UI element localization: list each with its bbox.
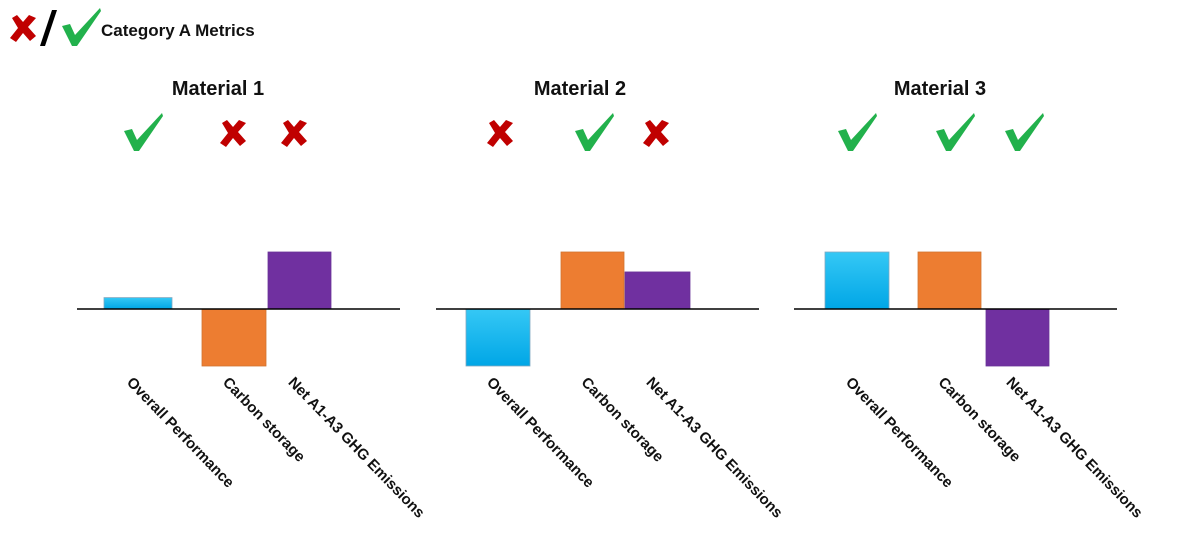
bar-overall-performance <box>824 251 890 310</box>
header-legend: Category A Metrics <box>10 8 255 46</box>
bar-overall-performance <box>103 297 173 310</box>
cross-icon <box>220 120 246 147</box>
category-label: Overall Performance <box>123 374 237 491</box>
bar-net-ghg-emissions <box>624 271 691 310</box>
category-label: Net A1-A3 GHG Emissions <box>1003 374 1146 522</box>
check-icon <box>936 113 975 151</box>
bar-carbon-storage <box>560 251 625 310</box>
slash-icon <box>40 10 57 46</box>
bar-net-ghg-emissions <box>985 308 1050 367</box>
bar-carbon-storage <box>917 251 982 310</box>
panel-title: Material 2 <box>534 78 626 100</box>
bar-carbon-storage <box>201 308 267 367</box>
legend-title: Category A Metrics <box>101 21 255 40</box>
bar-net-ghg-emissions <box>267 251 332 310</box>
bar-overall-performance <box>465 308 531 367</box>
check-icon <box>124 113 163 151</box>
category-label: Overall Performance <box>842 374 956 491</box>
check-icon <box>575 113 614 151</box>
cross-icon <box>643 120 669 147</box>
category-label: Overall Performance <box>483 374 597 491</box>
check-icon <box>62 8 101 46</box>
cross-icon <box>10 15 36 42</box>
cross-icon <box>487 120 513 147</box>
check-icon <box>838 113 877 151</box>
cross-icon <box>281 120 307 147</box>
panel-title: Material 1 <box>172 78 264 100</box>
category-label: Net A1-A3 GHG Emissions <box>285 374 428 522</box>
category-label: Net A1-A3 GHG Emissions <box>643 374 786 522</box>
check-icon <box>1005 113 1044 151</box>
panel-title: Material 3 <box>894 78 986 100</box>
